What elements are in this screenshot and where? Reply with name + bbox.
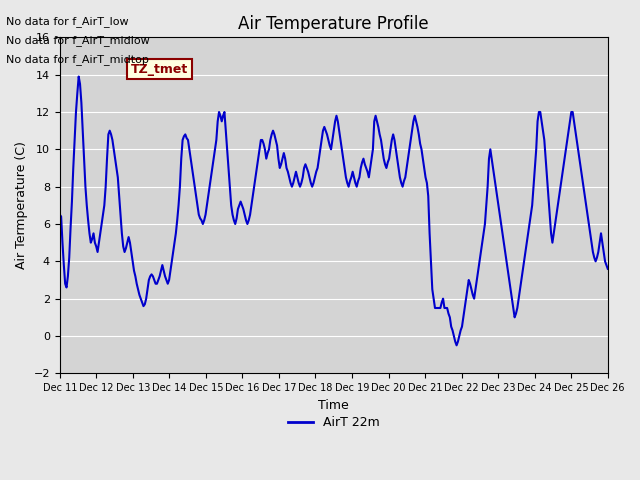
Legend: AirT 22m: AirT 22m — [283, 411, 385, 434]
Text: No data for f_AirT_low: No data for f_AirT_low — [6, 16, 129, 27]
Text: No data for f_AirT_midlow: No data for f_AirT_midlow — [6, 35, 150, 46]
Y-axis label: Air Termperature (C): Air Termperature (C) — [15, 142, 28, 269]
Title: Air Temperature Profile: Air Temperature Profile — [239, 15, 429, 33]
Text: TZ_tmet: TZ_tmet — [131, 62, 188, 76]
X-axis label: Time: Time — [318, 398, 349, 412]
Text: No data for f_AirT_midtop: No data for f_AirT_midtop — [6, 54, 149, 65]
